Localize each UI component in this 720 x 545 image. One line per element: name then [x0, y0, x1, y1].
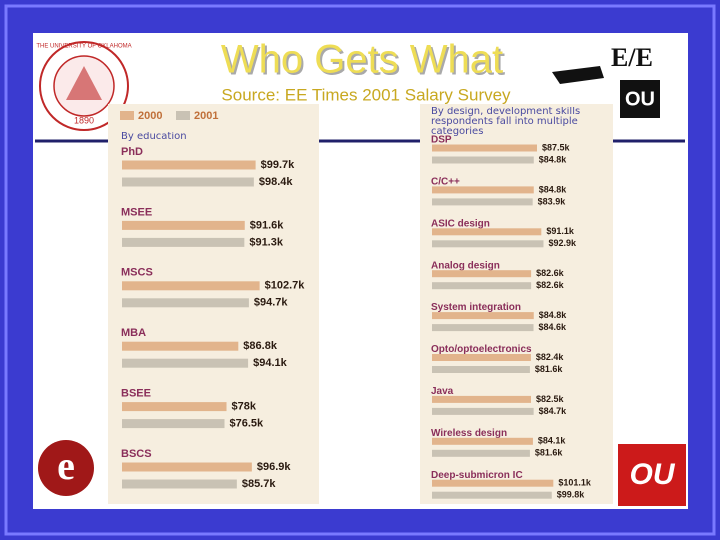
category-label: Wireless design	[431, 428, 507, 439]
value-label: $82.6k	[536, 268, 565, 278]
bar	[122, 160, 256, 170]
value-label: $99.8k	[557, 490, 586, 500]
value-label: $96.9k	[257, 461, 292, 473]
value-label: $83.9k	[538, 196, 567, 206]
category-label: ASIC design	[431, 218, 490, 229]
value-label: $91.1k	[546, 226, 575, 236]
value-label: $82.6k	[536, 280, 565, 290]
logo-text: E/E	[611, 43, 653, 72]
category-label: BSEE	[121, 388, 151, 400]
bar	[432, 144, 537, 152]
title-shadow: Who Gets What	[223, 40, 505, 84]
value-label: $82.4k	[536, 352, 565, 362]
legend-swatch	[120, 111, 134, 120]
value-label: $84.6k	[539, 322, 568, 332]
bar	[432, 407, 534, 415]
bar	[432, 186, 534, 194]
bar	[432, 395, 531, 403]
category-label: BSCS	[121, 448, 152, 460]
value-label: $86.8k	[243, 340, 278, 352]
category-label: Java	[431, 386, 454, 397]
seal-text: THE UNIVERSITY OF OKLAHOMA	[36, 44, 131, 50]
value-label: $94.7k	[254, 297, 289, 309]
value-label: $84.7k	[539, 406, 568, 416]
legend-label: 2000	[138, 110, 162, 122]
value-label: $91.6k	[250, 219, 285, 231]
bar	[122, 402, 227, 412]
value-label: $84.1k	[538, 436, 567, 446]
value-label: $82.5k	[536, 394, 565, 404]
bar	[122, 358, 249, 368]
value-label: $92.9k	[548, 238, 577, 248]
slide-subtitle: Source: EE Times 2001 Salary Survey	[221, 85, 511, 104]
category-label: PhD	[121, 146, 143, 158]
bar	[122, 177, 254, 187]
value-label: $87.5k	[542, 142, 571, 152]
chart-title-box: By design, development skills respondent…	[431, 107, 581, 137]
bar	[432, 479, 554, 487]
bar	[432, 270, 532, 278]
value-label: $99.7k	[261, 159, 296, 171]
bar	[432, 449, 530, 457]
value-label: $84.8k	[539, 310, 568, 320]
bar	[122, 237, 245, 247]
category-label: Opto/optoelectronics	[431, 344, 532, 355]
seal-year: 1890	[74, 115, 94, 125]
value-label: $94.1k	[253, 357, 288, 369]
value-label: $102.7k	[265, 280, 306, 292]
value-label: $98.4k	[259, 176, 294, 188]
bar	[432, 324, 534, 332]
value-label: $84.8k	[539, 184, 568, 194]
category-label: DSP	[431, 135, 452, 146]
bar	[432, 491, 552, 499]
category-label: System integration	[431, 302, 521, 313]
legend-swatch	[176, 111, 190, 120]
category-label: Analog design	[431, 260, 500, 271]
value-label: $85.7k	[242, 478, 277, 490]
svg-text:e: e	[57, 443, 75, 488]
value-label: $81.6k	[535, 364, 564, 374]
seal: THE UNIVERSITY OF OKLAHOMA 1890	[36, 41, 132, 131]
frame-border	[4, 4, 716, 536]
category-label: MSEE	[121, 206, 152, 218]
bar	[432, 312, 534, 320]
slide-title: Who Gets What	[221, 38, 503, 82]
bar	[122, 220, 245, 230]
panel	[420, 104, 613, 504]
bar	[432, 282, 532, 290]
bar	[122, 479, 237, 489]
bar	[432, 240, 544, 248]
category-label: MBA	[121, 327, 146, 339]
bar	[432, 366, 530, 373]
chart-title: By design, development skills respondent…	[431, 107, 581, 137]
value-label: $78k	[232, 401, 257, 413]
value-label: $81.6k	[535, 448, 564, 458]
bar	[432, 198, 533, 206]
bar	[122, 341, 239, 351]
bar	[122, 462, 252, 472]
category-label: MSCS	[121, 267, 153, 279]
ou-logo: OU	[618, 444, 686, 506]
bar	[122, 419, 225, 429]
category-label: C/C++	[431, 177, 460, 188]
value-label: $101.1k	[558, 478, 592, 488]
legend-label: 2001	[194, 110, 218, 122]
e-logo: e	[38, 440, 94, 496]
logo-ou: OU	[625, 88, 655, 110]
category-label: Deep-submicron IC	[431, 470, 523, 481]
value-label: $91.3k	[249, 236, 284, 248]
svg-text:OU: OU	[630, 458, 676, 491]
bar	[122, 298, 249, 308]
value-label: $84.8k	[539, 154, 568, 164]
bar	[432, 156, 534, 164]
bar	[432, 354, 531, 361]
bar	[122, 281, 260, 291]
bar	[432, 437, 533, 445]
value-label: $76.5k	[230, 418, 265, 430]
bar	[432, 228, 542, 236]
ee-logo: E/E OU	[552, 43, 660, 118]
chart-title-box: By education	[121, 132, 187, 142]
chart-title: By education	[121, 132, 187, 142]
